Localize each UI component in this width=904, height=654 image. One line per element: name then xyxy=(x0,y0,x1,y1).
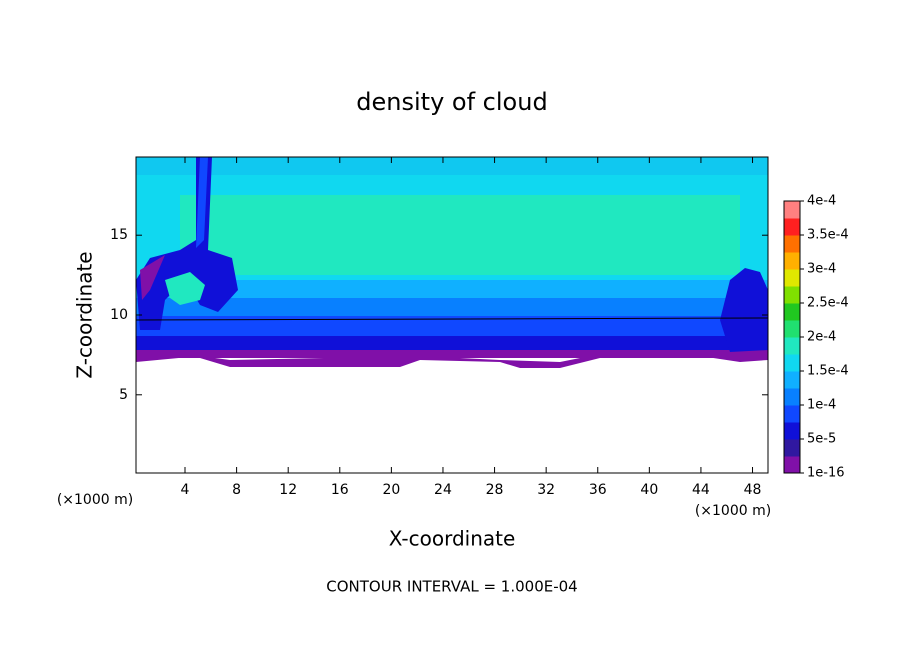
y-tick-label: 10 xyxy=(110,307,128,323)
colorbar-segment xyxy=(784,456,800,474)
x-unit: (×1000 m) xyxy=(695,503,771,519)
x-tick-label: 44 xyxy=(692,482,710,498)
chart-title: density of cloud xyxy=(356,88,547,116)
colorbar-segment xyxy=(784,354,800,372)
colorbar-label: 1e-4 xyxy=(807,398,836,413)
x-tick-label: 16 xyxy=(331,482,349,498)
colorbar-segment xyxy=(784,252,800,270)
colorbar-segment xyxy=(784,388,800,406)
x-axis-label: X-coordinate xyxy=(389,527,516,551)
y-tick-label: 15 xyxy=(110,227,128,243)
x-tick-label: 32 xyxy=(537,482,555,498)
y-axis-label: Z-coordinate xyxy=(73,251,97,378)
x-tick-label: 40 xyxy=(640,482,658,498)
x-tick-label: 28 xyxy=(486,482,504,498)
colorbar-segment xyxy=(784,320,800,338)
colorbar-label: 3.5e-4 xyxy=(807,228,849,243)
x-tick-label: 36 xyxy=(589,482,607,498)
y-unit: (×1000 m) xyxy=(57,492,133,508)
x-tick-label: 8 xyxy=(232,482,241,498)
colorbar-segment xyxy=(784,201,800,219)
x-tick-label: 4 xyxy=(181,482,190,498)
colorbar-label: 3e-4 xyxy=(807,262,836,277)
contour-field xyxy=(135,157,769,368)
colorbar-segment xyxy=(784,303,800,321)
colorbar-segment xyxy=(784,235,800,253)
colorbar-segment xyxy=(784,269,800,287)
x-tick-label: 12 xyxy=(279,482,297,498)
x-tick-label: 20 xyxy=(382,482,400,498)
colorbar-label: 2e-4 xyxy=(807,330,836,345)
colorbar-segment xyxy=(784,371,800,389)
colorbar-label: 1.5e-4 xyxy=(807,364,849,379)
colorbar-label: 5e-5 xyxy=(807,432,836,447)
x-tick-label: 48 xyxy=(744,482,762,498)
colorbar-label: 4e-4 xyxy=(807,194,836,209)
colorbar-segment xyxy=(784,286,800,304)
colorbar-segment xyxy=(784,439,800,457)
colorbar-segment xyxy=(784,405,800,423)
y-tick-label: 5 xyxy=(119,387,128,403)
x-tick-label: 24 xyxy=(434,482,452,498)
colorbar-segment xyxy=(784,218,800,236)
colorbar-label: 2.5e-4 xyxy=(807,296,849,311)
colorbar-segment xyxy=(784,337,800,355)
colorbar-label: 1e-16 xyxy=(807,466,845,481)
footer: CONTOUR INTERVAL = 1.000E-04 xyxy=(326,578,577,596)
colorbar-segment xyxy=(784,422,800,440)
